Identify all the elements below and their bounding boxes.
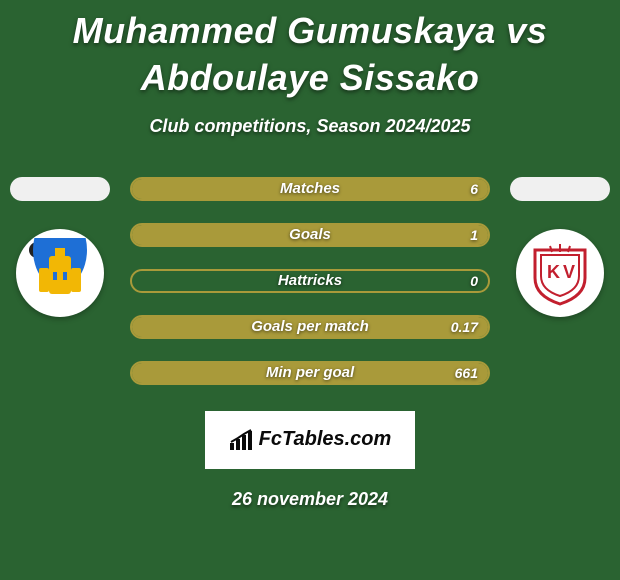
stat-value-right: 1 [470,227,478,243]
brand-box[interactable]: FcTables.com [205,411,415,469]
stat-row: Min per goal 661 [130,361,490,385]
comparison-date: 26 november 2024 [0,489,620,510]
comparison-subtitle: Club competitions, Season 2024/2025 [0,116,620,137]
player-left-column [10,177,110,317]
stat-value-right: 0.17 [451,319,478,335]
stat-row: Hattricks 0 [130,269,490,293]
stat-label: Hattricks [278,272,342,289]
stat-row: Goals 1 [130,223,490,247]
stat-value-right: 6 [470,181,478,197]
stat-label: Min per goal [266,364,354,381]
chart-icon [229,429,253,451]
stat-value-right: 0 [470,273,478,289]
stat-row: Matches 6 [130,177,490,201]
brand-text: FcTables.com [259,428,392,451]
comparison-content: K V Matches 6 Goals 1 Hattricks 0 Goals per ma… [0,177,620,385]
player-right-club-badge: K V [516,229,604,317]
club-badge-left-icon [25,238,95,308]
player-right-flag [510,177,610,201]
stats-list: Matches 6 Goals 1 Hattricks 0 Goals per match 0… [130,177,490,385]
player-left-club-badge [16,229,104,317]
player-right-column: K V [510,177,610,317]
club-badge-right-icon: K V [525,238,595,308]
comparison-title: Muhammed Gumuskaya vs Abdoulaye Sissako [0,0,620,102]
player-left-flag [10,177,110,201]
svg-text:K: K [547,262,560,282]
stat-label: Matches [280,180,340,197]
stat-value-right: 661 [455,365,478,381]
stat-row: Goals per match 0.17 [130,315,490,339]
stat-label: Goals per match [251,318,369,335]
stat-label: Goals [289,226,331,243]
svg-text:V: V [563,262,575,282]
